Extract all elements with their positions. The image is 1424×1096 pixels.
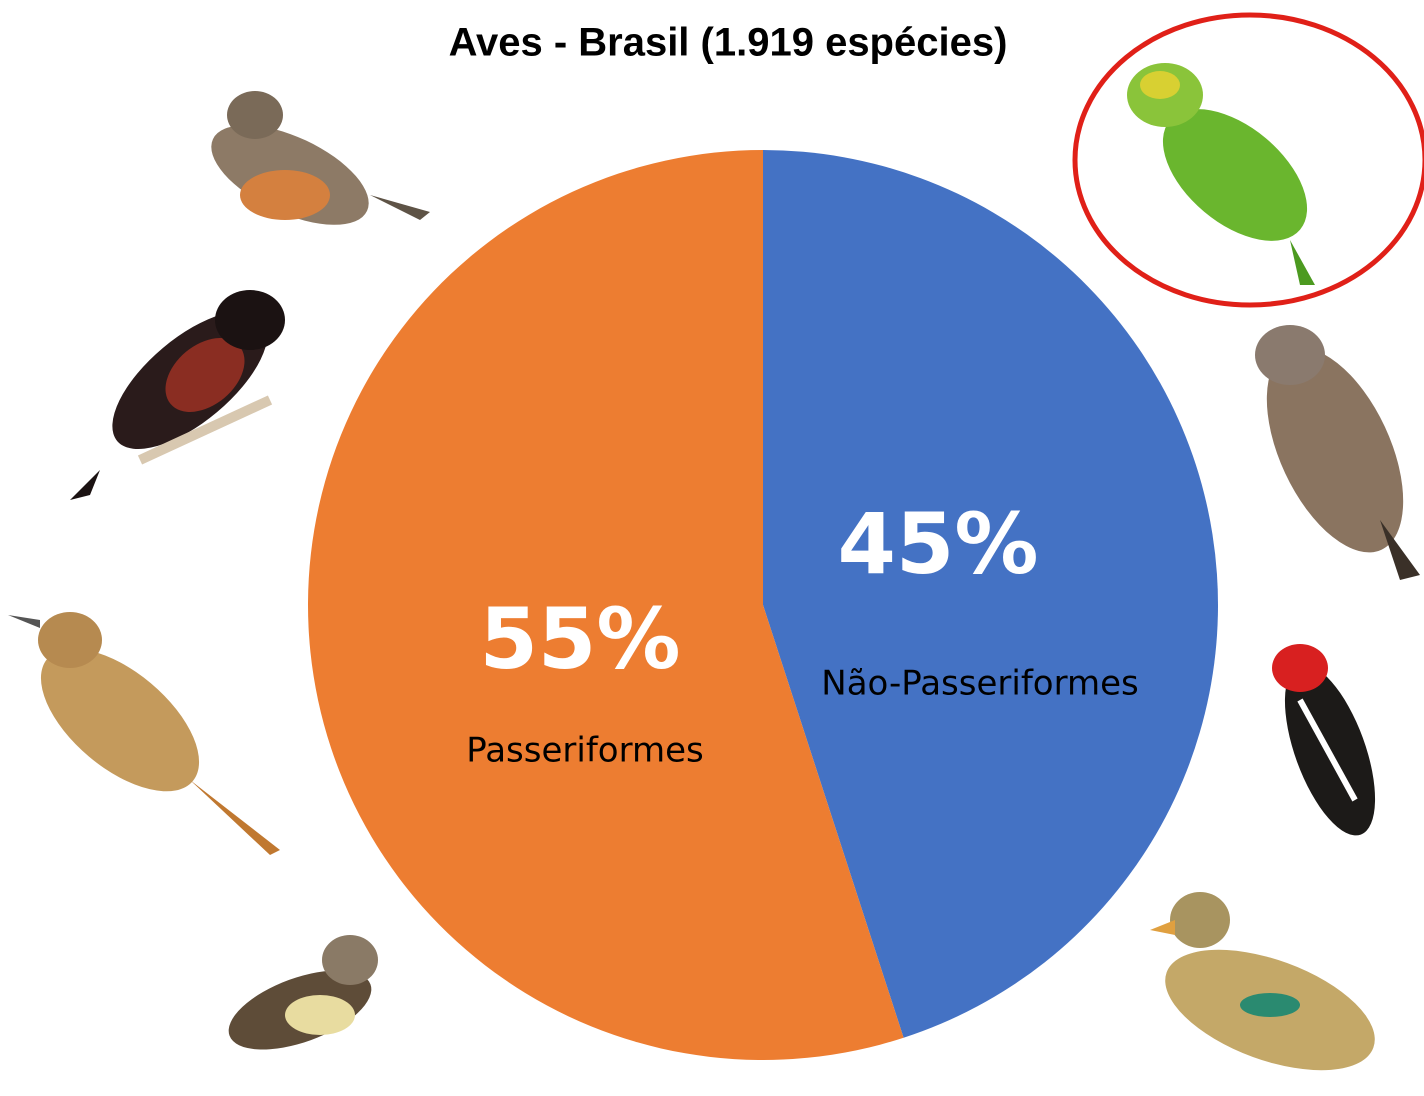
value-label: 45% [837,495,1038,593]
bird-flycatcher [219,935,382,1066]
bird-duck [1150,892,1391,1095]
bird-hawk [1239,325,1424,580]
category-label: Não-Passeriformes [821,664,1138,704]
bird-grosbeak [70,287,290,500]
bird-wren [8,612,280,855]
chart: Aves - Brasil (1.919 espécies) [0,0,1424,1096]
bird-thrush [197,91,430,245]
value-label: 55% [479,590,680,688]
pie: 45% Não-Passeriformes 55% Passeriformes [308,150,1218,1060]
category-label: Passeriformes [466,731,704,771]
bird-parrot [1127,63,1331,285]
chart-title: Aves - Brasil (1.919 espécies) [449,21,1008,65]
bird-woodpecker [1266,644,1393,847]
